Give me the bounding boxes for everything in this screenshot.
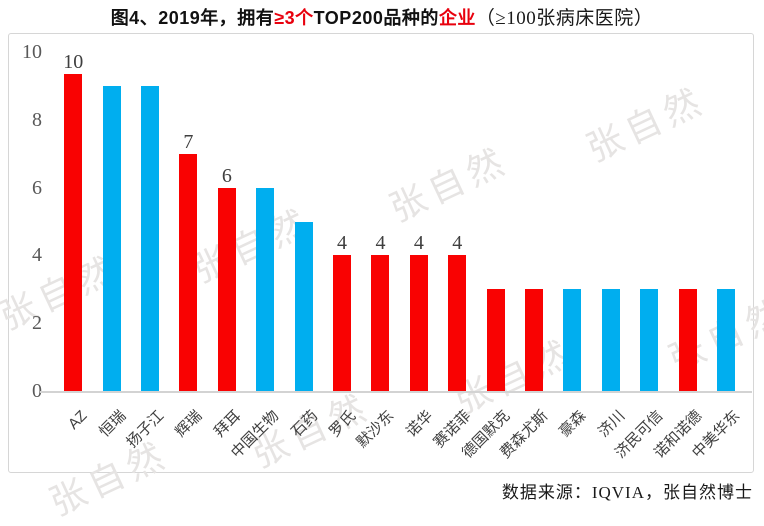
title-segment-black-2: TOP200品种的 [313,8,439,28]
x-axis-label-罗氏: 罗氏 [326,407,360,441]
bar-value-label-默沙东: 4 [375,232,386,255]
bar-value-label-AZ: 10 [63,51,84,73]
x-axis-label-默沙东: 默沙东 [353,407,398,452]
bar-value-label-辉瑞: 7 [183,130,194,153]
x-axis-label-济川: 济川 [594,407,629,441]
bar-德国默克 [486,289,505,391]
bar-column-济川 [592,52,630,391]
title-segment-parenthetical: （≥100张病床医院） [475,8,654,29]
bar-拜耳 [217,187,236,391]
y-axis-tick-6: 6 [32,176,42,199]
bar-column-豪森 [553,52,591,391]
bar-诺和诺德 [678,289,697,391]
bar-column-诺和诺德 [669,52,707,391]
x-axis-label-石药: 石药 [287,407,321,441]
bar-扬子江 [141,85,160,391]
x-axis-label-辉瑞: 辉瑞 [172,407,206,441]
bar-济川 [601,289,620,391]
bar-column-费森尤斯 [515,52,553,391]
bar-column-石药 [284,52,322,391]
y-axis-tick-0: 0 [32,380,42,402]
bar-济民可信 [640,289,659,391]
bar-column-恒瑞 [92,52,130,391]
bar-value-label-罗氏: 4 [337,232,348,255]
y-axis-tick-10: 10 [22,41,42,63]
bar-赛诺菲 [448,255,467,391]
y-axis-tick-4: 4 [32,244,42,267]
bar-column-扬子江 [131,52,169,391]
bar-中国生物 [256,187,275,391]
bar-column-拜耳: 6 [208,52,246,391]
x-axis-label-AZ: AZ [64,407,91,433]
bar-column-辉瑞: 7 [169,52,207,391]
bar-AZ [64,74,83,391]
bar-column-罗氏: 4 [323,52,361,391]
bar-诺华 [409,255,428,391]
title-segment-red-1: ≥3个 [274,8,314,28]
x-axis-line [40,391,752,393]
y-axis-tick-8: 8 [32,108,42,131]
data-source-caption: 数据来源：IQVIA，张自然博士 [501,483,753,502]
bar-column-赛诺菲: 4 [438,52,476,391]
x-axis-label-拜耳: 拜耳 [210,407,245,441]
bar-column-诺华: 4 [400,52,438,391]
bar-column-默沙东: 4 [361,52,399,391]
bar-辉瑞 [179,153,198,391]
bar-value-label-赛诺菲: 4 [452,232,463,255]
bar-column-AZ: 10 [54,52,92,391]
x-axis-label-恒瑞: 恒瑞 [95,407,129,441]
bars-container: 10 7 6 4 4 4 4 [54,52,745,391]
bar-value-label-诺华: 4 [413,232,424,255]
bar-费森尤斯 [525,289,544,391]
bar-value-label-拜耳: 6 [221,164,232,187]
y-axis-tick-2: 2 [32,312,42,335]
title-segment-black-1: 图4、2019年，拥有 [110,8,275,28]
plot-area: 0 2 4 6 8 10 10 7 6 4 4 4 4 AZ 恒瑞 扬子江 辉瑞 拜耳 中国生物 石药 罗氏 默沙东 诺华赛… [8,33,754,473]
bar-中美华东 [717,289,736,391]
x-axis-label-豪森: 豪森 [556,407,590,441]
x-axis-label-诺华: 诺华 [402,407,437,441]
bar-豪森 [563,289,582,391]
bar-column-中国生物 [246,52,284,391]
bar-罗氏 [333,255,352,391]
bar-恒瑞 [102,85,121,391]
chart-title: 图4、2019年，拥有≥3个TOP200品种的企业（≥100张病床医院） [0,3,764,30]
bar-column-济民可信 [630,52,668,391]
chart-frame [8,33,754,473]
x-axis-label-扬子江: 扬子江 [123,407,168,452]
bar-石药 [294,221,313,391]
title-segment-red-2: 企业 [438,8,476,28]
bar-column-德国默克 [476,52,514,391]
bar-默沙东 [371,255,390,391]
bar-column-中美华东 [707,52,745,391]
